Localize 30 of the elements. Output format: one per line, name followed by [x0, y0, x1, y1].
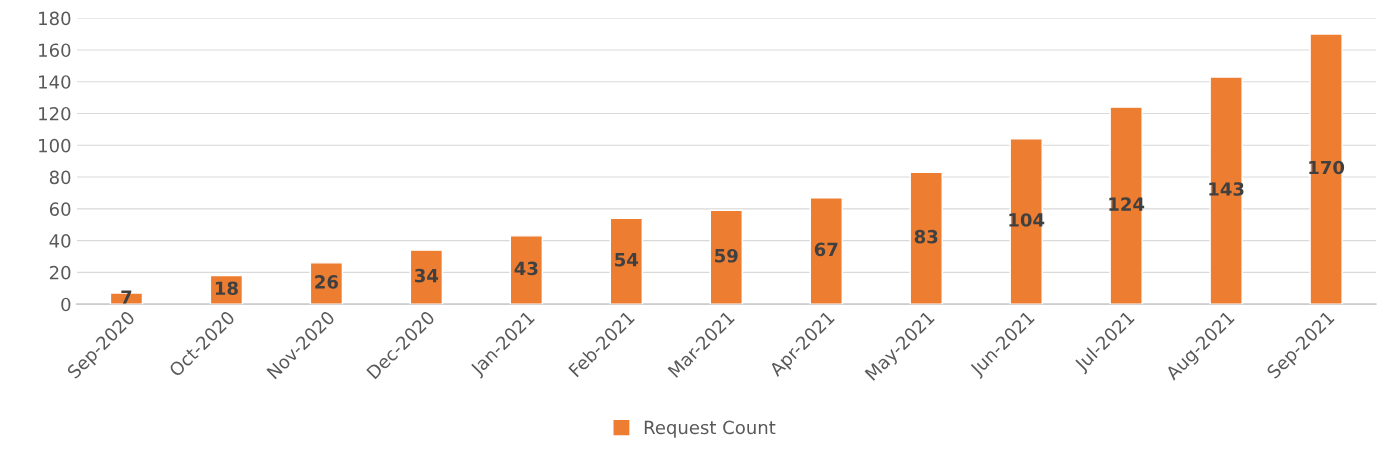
bar: [609, 217, 643, 305]
y-tick-label: 180: [39, 11, 71, 26]
y-tick-label: 80: [49, 170, 71, 185]
bar: [509, 235, 544, 305]
data-label: 43: [514, 261, 538, 276]
data-label: 83: [914, 229, 938, 244]
data-label: 26: [315, 275, 338, 289]
y-tick-label: 0: [61, 297, 71, 312]
data-label: 18: [215, 281, 238, 296]
data-label: 54: [615, 253, 639, 267]
y-tick-label: 160: [39, 43, 71, 58]
bar: [409, 249, 444, 305]
bar: [1009, 138, 1043, 305]
y-tick-label: 140: [39, 75, 71, 89]
data-label: 7: [121, 290, 132, 304]
y-tick-label: 20: [49, 265, 71, 280]
y-tick-label: 100: [39, 138, 71, 153]
y-tick-label: 120: [39, 106, 71, 121]
bar: [909, 171, 943, 305]
bar: [1209, 76, 1243, 305]
bar: [1109, 106, 1143, 305]
legend-label: Request Count: [644, 420, 776, 438]
data-label: 34: [415, 268, 439, 283]
bar: [1309, 33, 1343, 305]
data-label: 67: [814, 242, 838, 257]
y-tick-label: 40: [49, 234, 71, 248]
bar: [709, 209, 743, 305]
y-tick-label: 60: [49, 202, 71, 216]
bar: [809, 197, 843, 305]
data-label: 59: [715, 248, 738, 263]
